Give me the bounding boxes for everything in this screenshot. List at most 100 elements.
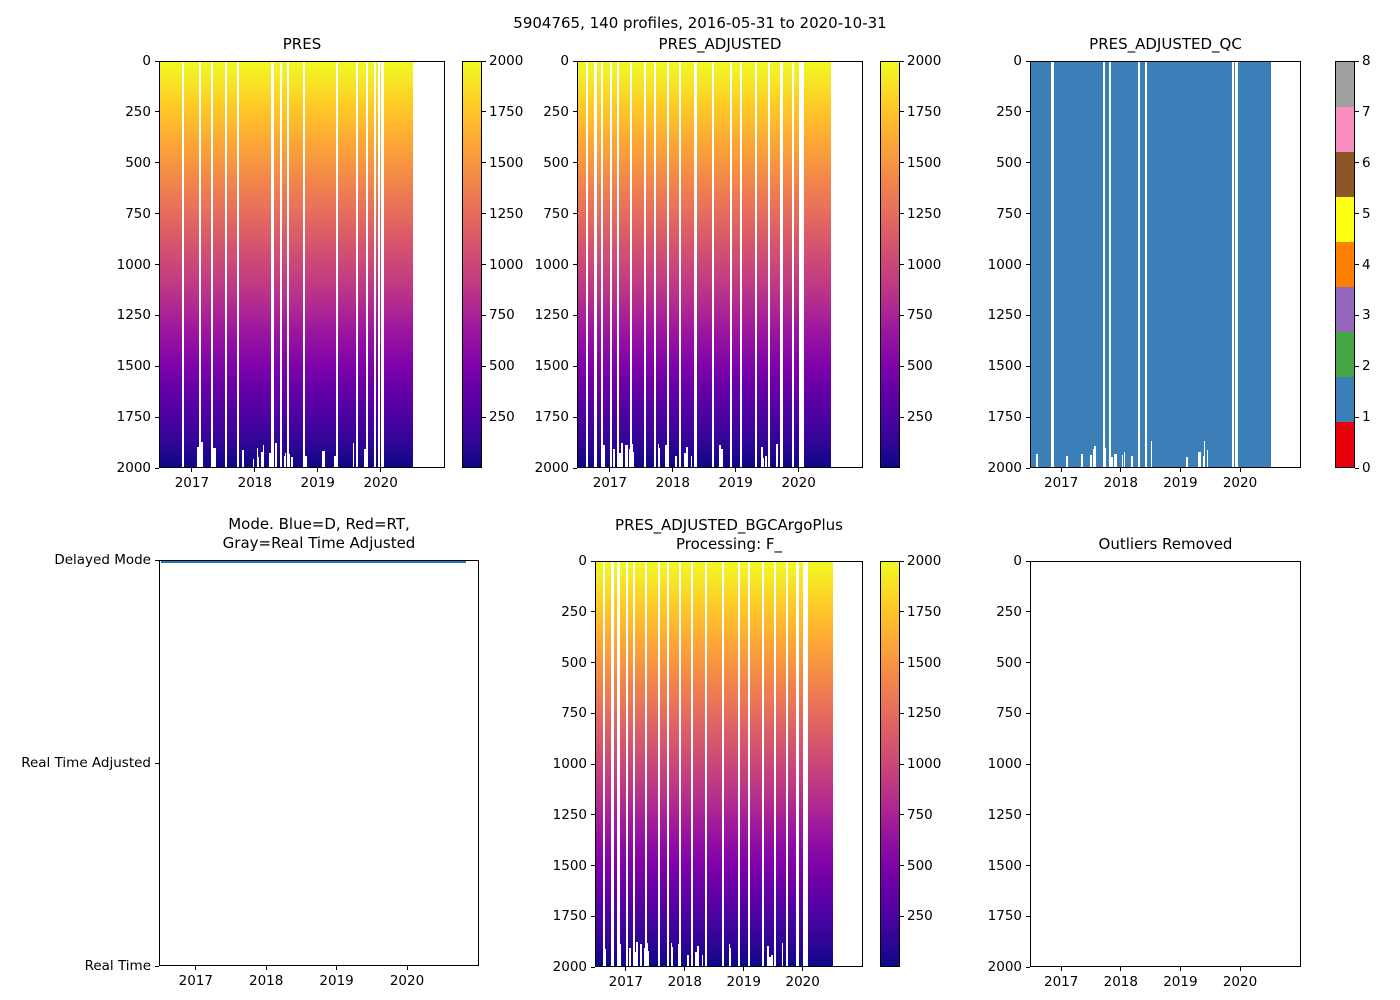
xtick-label-pres-adjusted-qc: 2020 [1222, 475, 1258, 491]
xtick-mark [254, 468, 256, 472]
missing-profile-gap [644, 562, 647, 966]
axes-mode[interactable] [159, 560, 479, 966]
ytick-mark [1026, 60, 1030, 62]
ytick-mark [591, 814, 595, 816]
mode-point [254, 561, 258, 563]
missing-profile-gap [609, 62, 612, 467]
colorbar-tick-mark [900, 865, 904, 867]
mode-point [169, 561, 173, 563]
missing-profile-gap [1235, 62, 1238, 467]
mode-point [243, 561, 247, 563]
mode-point [363, 561, 367, 563]
mode-point [274, 561, 278, 563]
mode-point [189, 561, 193, 563]
mode-point [315, 561, 319, 563]
colorbar-tick-label: 1500 [489, 154, 524, 171]
missing-profile-gap [1144, 62, 1148, 467]
ytick-mark [591, 712, 595, 714]
mode-point [176, 561, 180, 563]
mode-point [306, 561, 310, 563]
mode-point [163, 561, 167, 563]
shallow-profile-notch [767, 945, 770, 966]
shallow-profile-notch [1089, 455, 1092, 467]
colorbar-tick-mark [900, 60, 904, 62]
ytick-mark [573, 111, 577, 113]
ytick-label-pres-adjusted-qc: 2000 [987, 460, 1022, 476]
ytick-label-mode: Real Time [84, 958, 151, 974]
mode-point [291, 561, 295, 563]
missing-profile-gap [739, 62, 743, 467]
missing-profile-gap [705, 562, 708, 966]
pres-adjusted-qc-colorbar[interactable] [1335, 61, 1355, 468]
xtick-mark [1179, 468, 1181, 472]
mode-point [269, 561, 273, 563]
ytick-label-pres-adjusted-qc: 1500 [987, 358, 1022, 375]
xtick-label-pres-adjusted: 2018 [655, 475, 690, 491]
mode-point [367, 561, 371, 563]
axes-outliers-removed[interactable] [1030, 561, 1301, 967]
axes-pres[interactable] [159, 61, 445, 468]
pres-adjusted-colorbar[interactable] [880, 61, 900, 468]
mode-point [239, 561, 243, 563]
colorbar-tick-label: 1000 [489, 256, 524, 273]
qc-color-4 [1336, 242, 1354, 287]
ytick-label-outliers-removed: 250 [996, 603, 1022, 620]
mode-point [372, 561, 376, 563]
missing-profile-gap [785, 562, 788, 966]
mode-point [237, 561, 241, 563]
mode-point [187, 561, 191, 563]
mode-point [282, 561, 286, 563]
shallow-profile-notch [1207, 450, 1209, 467]
shallow-profile-notch [601, 442, 603, 467]
mode-point [385, 561, 389, 563]
colorbar-tick-label: 1250 [907, 705, 942, 722]
ytick-label-pres: 500 [125, 154, 151, 171]
shallow-profile-notch [305, 456, 308, 467]
mode-point [454, 561, 458, 563]
mode-point [252, 561, 256, 563]
panel-title-mode: Mode. Blue=D, Red=RT, Gray=Real Time Adj… [222, 515, 416, 552]
shallow-profile-notch [364, 449, 367, 467]
missing-profile-gap [199, 62, 202, 467]
missing-profile-gap [378, 62, 381, 467]
colorbar-tick-mark [900, 314, 904, 316]
axes-pres-adjusted-qc[interactable] [1030, 61, 1301, 468]
colorbar-tick-label: 500 [489, 358, 515, 375]
shallow-profile-notch [1114, 454, 1117, 467]
shallow-profile-notch [625, 445, 628, 467]
shallow-profile-notch [252, 458, 255, 467]
missing-profile-gap [798, 62, 801, 467]
shallow-profile-notch [262, 445, 264, 467]
shallow-profile-notch [683, 453, 686, 467]
panel-title-pres: PRES [282, 35, 322, 53]
shallow-profile-notch [691, 455, 693, 467]
shallow-profile-notch [619, 944, 622, 966]
mode-point [374, 561, 378, 563]
shallow-profile-notch [1094, 445, 1097, 467]
panel-title-outliers-removed: Outliers Removed [1098, 535, 1233, 553]
shallow-profile-notch [719, 445, 722, 467]
heatmap-pres-adjusted-qc [1031, 62, 1300, 467]
axes-pres-adjusted[interactable] [577, 61, 863, 468]
mode-point [445, 561, 449, 563]
shallow-profile-notch [1081, 454, 1084, 467]
axes-pres-adjusted-bgcargoplus[interactable] [595, 561, 863, 967]
missing-profile-gap [762, 562, 765, 966]
colorbar-tick-mark [482, 314, 486, 316]
pres-colorbar[interactable] [462, 61, 482, 468]
colorbar-tick-label: 750 [907, 307, 933, 324]
xtick-label-bgcargoplus: 2019 [726, 974, 761, 990]
ytick-label-outliers-removed: 1250 [987, 806, 1022, 823]
pres-adjusted-bgcargoplus-colorbar[interactable] [880, 561, 900, 967]
shallow-profile-notch [322, 451, 325, 467]
shallow-profile-notch [633, 951, 637, 966]
xtick-mark [735, 468, 737, 472]
xtick-mark [336, 966, 338, 970]
shallow-profile-notch [603, 445, 606, 467]
ytick-mark [1026, 560, 1030, 562]
shallow-profile-notch [776, 444, 778, 467]
missing-profile-gap [666, 62, 669, 467]
shallow-profile-notch [1036, 454, 1039, 467]
mode-point [311, 561, 315, 563]
mode-point [448, 561, 452, 563]
